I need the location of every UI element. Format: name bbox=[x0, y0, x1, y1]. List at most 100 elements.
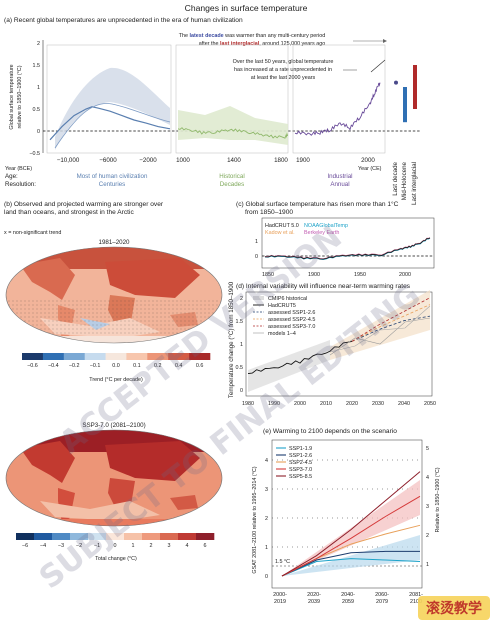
d-legend-models: models 1–4 bbox=[268, 331, 296, 337]
colorbar-swatch bbox=[22, 353, 44, 360]
e-legend: SSP1-1.9 SSP1-2.6 SSP2-4.5 SSP3-7.0 SSP5… bbox=[276, 446, 312, 480]
colorbar-1-ticks: −0.6 −0.4 −0.2 −0.1 0.0 0.1 0.2 0.4 0.6 bbox=[27, 363, 203, 369]
colorbar-swatch bbox=[106, 533, 125, 540]
d-ytick: 1 bbox=[240, 342, 243, 348]
colorbar-swatch bbox=[63, 353, 85, 360]
cbar1-tick: 0.4 bbox=[175, 363, 183, 369]
map2-eurasia bbox=[105, 441, 200, 481]
panel-d-heading: (d) Internal variability will influence … bbox=[236, 283, 411, 290]
panel-a-annotation-mid-3: at least the last 2000 years bbox=[251, 75, 316, 81]
annotation-top-arrowhead bbox=[383, 39, 387, 43]
a-xlabel-ce: Year (CE) bbox=[358, 166, 382, 172]
colorbar-swatch bbox=[105, 353, 127, 360]
logo: 滚烫教学 bbox=[418, 596, 490, 620]
d-xtick: 1980 bbox=[242, 401, 254, 407]
cbar2-tick: −6 bbox=[22, 543, 28, 549]
resolution-historical: Decades bbox=[220, 181, 244, 188]
d-legend-swatch-cmip6 bbox=[253, 296, 264, 300]
panel-e-frame bbox=[271, 439, 423, 589]
e-ytick-right: 5 bbox=[426, 446, 429, 452]
colorbar-swatch bbox=[52, 533, 71, 540]
segment-holocene-frame bbox=[46, 44, 172, 154]
a-xtick: 1800 bbox=[274, 157, 288, 164]
resolution-industrial: Annual bbox=[330, 181, 349, 188]
e-threshold-label: 1.5 °C bbox=[275, 559, 290, 565]
d-series-ssp370 bbox=[351, 297, 431, 342]
map1-antarctica bbox=[6, 336, 222, 343]
e-ssp119-band bbox=[282, 535, 420, 576]
age-label: Age: bbox=[5, 173, 18, 180]
industrial-trend-arrow bbox=[370, 59, 386, 73]
c-series-hadcrut bbox=[264, 237, 431, 260]
d-model-2 bbox=[329, 305, 431, 353]
d-legend: CMIP6 historical HadCRUT5 assessed SSP1-… bbox=[253, 296, 315, 337]
d-xticks: 1980 1990 2000 2010 2020 2030 2040 2050 bbox=[242, 401, 436, 407]
e-xtick: 2040-2059 bbox=[341, 592, 355, 605]
cbar2-tick: 4 bbox=[186, 543, 189, 549]
colorbar-swatch bbox=[160, 533, 179, 540]
cbar1-tick: 0.0 bbox=[112, 363, 120, 369]
map2-title: SSP3-7.0 (2081–2100) bbox=[82, 422, 145, 429]
map2-outline bbox=[5, 429, 223, 527]
a-xtick: 1400 bbox=[227, 157, 241, 164]
e-legend-ssp370: SSP3-7.0 bbox=[289, 467, 312, 473]
colorbar-swatch bbox=[142, 533, 161, 540]
logo-background bbox=[418, 596, 490, 620]
cbar2-tick: −3 bbox=[58, 543, 64, 549]
a-xtick: 1000 bbox=[176, 157, 190, 164]
d-series-ssp245 bbox=[351, 304, 431, 342]
a-ytick: −0.5 bbox=[29, 151, 40, 157]
age-holocene: Most of human civilization bbox=[77, 173, 148, 180]
c-xtick: 1850 bbox=[262, 272, 274, 278]
e-xtick: 2060-2079 bbox=[375, 592, 389, 605]
colorbar-swatch bbox=[126, 353, 148, 360]
colorbar-swatch bbox=[196, 533, 215, 540]
e-ytick-right: 3 bbox=[426, 504, 429, 510]
d-series-ssp126 bbox=[351, 315, 431, 342]
a-xtick: −2000 bbox=[139, 157, 157, 164]
c-xtick: 2000 bbox=[399, 272, 411, 278]
bar-label-last-decade: Last decade bbox=[392, 161, 399, 195]
e-series-ssp585 bbox=[281, 471, 421, 577]
panel-a: (a) Recent global temperatures are unpre… bbox=[4, 17, 420, 205]
e-legend-ssp126: SSP1-2.6 bbox=[289, 453, 312, 459]
cbar1-tick: −0.4 bbox=[48, 363, 59, 369]
map2-north-america bbox=[20, 441, 75, 483]
panel-c-heading-2: from 1850–1900 bbox=[245, 209, 293, 216]
e-ytick-right: 2 bbox=[426, 533, 429, 539]
cbar2-tick: 6 bbox=[204, 543, 207, 549]
colorbar-swatch bbox=[189, 353, 211, 360]
panel-e-ylabel-left: GSAT 2081–2100 relative to 1995–2014 (°C… bbox=[252, 466, 258, 573]
segment-industrial-frame bbox=[292, 44, 386, 154]
holocene-uncertainty-band bbox=[55, 67, 170, 150]
colorbar-swatch bbox=[16, 533, 35, 540]
d-ytick: 1.5 bbox=[236, 319, 244, 325]
panel-e-ylabel-right: Relative to 1850–1900 (°C) bbox=[435, 467, 441, 532]
map1-eurasia bbox=[105, 258, 200, 298]
e-ytick-left: 0 bbox=[265, 574, 268, 580]
map1-north-america bbox=[20, 258, 75, 300]
panel-b: (b) Observed and projected warming are s… bbox=[4, 201, 223, 562]
c-legend-berkeley: Berkeley Earth bbox=[304, 230, 339, 236]
panel-a-annotation-mid-2: has increased at a rate unprecedented in bbox=[234, 67, 332, 73]
cbar1-tick: −0.1 bbox=[90, 363, 101, 369]
panel-a-bars bbox=[394, 65, 417, 123]
bar-last-decade-marker bbox=[394, 80, 398, 85]
e-series-ssp126 bbox=[281, 550, 420, 577]
bar-last-interglacial bbox=[413, 65, 417, 109]
colorbar-swatch bbox=[42, 353, 65, 360]
cbar1-tick: 0.1 bbox=[133, 363, 141, 369]
a-xtick: −6000 bbox=[99, 157, 117, 164]
panel-b-heading-1: (b) Observed and projected warming are s… bbox=[4, 201, 164, 208]
cbar2-tick: −4 bbox=[40, 543, 46, 549]
e-xtick: 2020-2039 bbox=[307, 592, 321, 605]
panel-e: (e) Warming to 2100 depends on the scena… bbox=[252, 428, 441, 605]
d-xtick: 2020 bbox=[346, 401, 358, 407]
e-series-ssp370 bbox=[281, 495, 421, 577]
a-xtick: −10,000 bbox=[57, 157, 80, 164]
c-ytick: 0 bbox=[255, 254, 258, 260]
map2-southern-ocean bbox=[40, 501, 160, 521]
c-ytick: 1 bbox=[255, 239, 258, 245]
e-ytick-left: 3 bbox=[265, 487, 268, 493]
resolution-holocene: Centuries bbox=[99, 181, 125, 188]
